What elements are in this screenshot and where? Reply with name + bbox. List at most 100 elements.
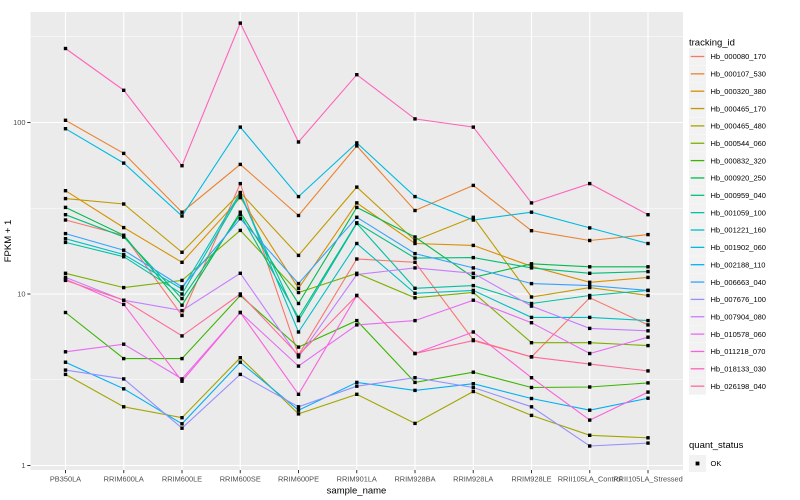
data-point xyxy=(238,228,242,233)
data-point xyxy=(355,215,359,219)
data-point xyxy=(180,285,184,289)
legend-item-label: Hb_000320_380 xyxy=(711,87,766,96)
data-point xyxy=(413,241,417,246)
data-point xyxy=(122,255,126,259)
data-point xyxy=(588,226,592,230)
x-tick-label: RRIM928LE xyxy=(511,475,551,484)
data-point xyxy=(588,181,592,186)
data-point xyxy=(413,260,417,264)
legend-item-Hb_007904_080: Hb_007904_080 xyxy=(689,308,766,326)
data-point xyxy=(471,218,475,222)
data-point xyxy=(646,288,650,293)
data-point xyxy=(180,210,184,214)
legend-title-quant-status: quant_status xyxy=(689,440,744,451)
data-point xyxy=(471,298,475,302)
data-point xyxy=(471,330,475,334)
data-point xyxy=(588,341,592,345)
data-point xyxy=(122,88,126,92)
data-point xyxy=(122,302,126,307)
data-point xyxy=(238,360,242,364)
data-point xyxy=(296,281,301,286)
data-point xyxy=(122,285,126,290)
data-point xyxy=(296,364,301,368)
legend-item-label: Hb_002188_110 xyxy=(711,260,766,269)
data-point xyxy=(180,377,184,381)
data-point xyxy=(180,296,184,301)
data-point xyxy=(122,161,126,165)
data-point xyxy=(471,290,475,295)
data-point xyxy=(588,271,592,275)
data-point xyxy=(355,144,359,148)
data-point xyxy=(180,278,184,283)
data-point xyxy=(529,341,534,345)
x-tick-label: PB350LA xyxy=(50,475,81,484)
data-point xyxy=(180,416,184,420)
data-point xyxy=(122,405,126,409)
data-point xyxy=(646,441,650,445)
data-point xyxy=(296,392,301,396)
data-point xyxy=(122,225,126,230)
data-point xyxy=(122,202,126,206)
data-point xyxy=(471,243,475,248)
data-point xyxy=(122,151,126,156)
legend-tracking-items: Hb_000080_170 Hb_000107_530 Hb_000320_380 H… xyxy=(689,48,766,395)
legend-item-label: Hb_000465_170 xyxy=(711,104,766,113)
data-point xyxy=(413,421,417,426)
data-point xyxy=(646,213,650,217)
data-point xyxy=(471,385,475,390)
data-point xyxy=(471,283,475,288)
data-point xyxy=(413,351,417,356)
data-point xyxy=(471,215,475,219)
data-point xyxy=(413,266,417,270)
data-point xyxy=(63,240,68,245)
data-point xyxy=(646,436,650,440)
legend-item-Hb_000920_250: Hb_000920_250 xyxy=(689,169,766,187)
data-point xyxy=(63,310,68,315)
data-point xyxy=(413,256,417,260)
data-point xyxy=(588,444,592,448)
data-point xyxy=(296,355,301,359)
data-point xyxy=(180,422,184,426)
data-point xyxy=(63,189,68,193)
data-point xyxy=(296,345,301,349)
data-point xyxy=(529,229,534,233)
data-point xyxy=(588,265,592,269)
data-point xyxy=(529,405,534,409)
data-point xyxy=(296,290,301,295)
data-point xyxy=(529,301,534,306)
data-point xyxy=(355,293,359,298)
data-point xyxy=(529,355,534,359)
data-point xyxy=(471,125,475,129)
x-tick-label: RRIM600LA xyxy=(104,475,144,484)
axis-tick-labels: 1 10 100 PB350LA RRIM600LA RRIM600LE RRIM600SE… xyxy=(13,118,683,483)
data-point xyxy=(296,253,301,258)
data-point xyxy=(355,318,359,323)
data-point xyxy=(646,390,650,394)
data-point xyxy=(646,293,650,298)
data-point xyxy=(355,205,359,210)
data-point xyxy=(471,370,475,374)
data-point xyxy=(471,255,475,260)
data-point xyxy=(471,275,475,280)
legend-item-Hb_001059_100: Hb_001059_100 xyxy=(689,204,766,222)
data-point xyxy=(180,334,184,338)
data-point xyxy=(63,218,68,222)
data-point xyxy=(588,238,592,243)
data-point xyxy=(63,271,68,275)
x-tick-label: RRIM600LE xyxy=(162,475,202,484)
data-point xyxy=(238,21,242,25)
data-point xyxy=(63,127,68,131)
axis-ticks xyxy=(27,122,649,474)
data-point xyxy=(355,392,359,396)
legend-item-Hb_001221_160: Hb_001221_160 xyxy=(689,221,766,239)
data-point xyxy=(413,296,417,300)
x-tick-label: RRIM928BA xyxy=(394,475,435,484)
data-point xyxy=(588,280,592,284)
data-point xyxy=(355,272,359,277)
data-point xyxy=(529,295,534,299)
data-point xyxy=(63,350,68,354)
data-point xyxy=(180,426,184,430)
data-point xyxy=(355,384,359,388)
data-point xyxy=(122,342,126,346)
legend-item-label: Hb_000544_060 xyxy=(711,139,766,148)
